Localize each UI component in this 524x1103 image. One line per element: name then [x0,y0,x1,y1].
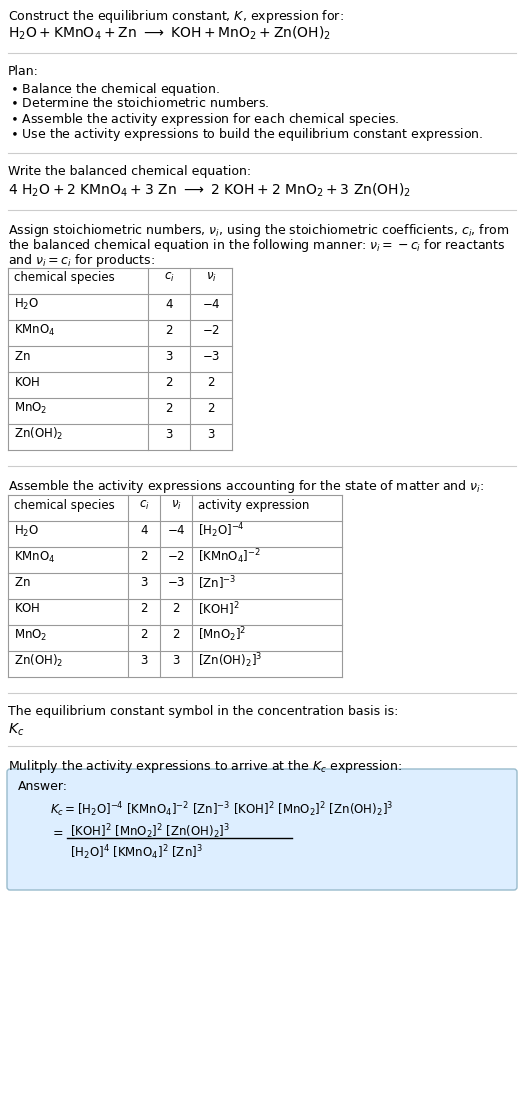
Text: Answer:: Answer: [18,780,68,793]
Text: $\nu_i$: $\nu_i$ [171,499,181,512]
Text: $\mathrm{H_2O}$: $\mathrm{H_2O}$ [14,297,39,311]
Text: Construct the equilibrium constant, $K$, expression for:: Construct the equilibrium constant, $K$,… [8,8,344,25]
Text: $\mathrm{4\ H_2O + 2\ KMnO_4 + 3\ Zn\ \longrightarrow\ 2\ KOH + 2\ MnO_2 + 3\ Zn: $\mathrm{4\ H_2O + 2\ KMnO_4 + 3\ Zn\ \l… [8,182,411,200]
Text: $3$: $3$ [172,654,180,667]
Text: activity expression: activity expression [198,499,309,512]
Text: $[\mathrm{H_2O}]^{-4}$: $[\mathrm{H_2O}]^{-4}$ [198,522,245,540]
Text: Mulitply the activity expressions to arrive at the $K_c$ expression:: Mulitply the activity expressions to arr… [8,758,402,775]
Text: $\bullet$ Assemble the activity expression for each chemical species.: $\bullet$ Assemble the activity expressi… [10,111,399,128]
Text: 3: 3 [165,428,173,440]
Text: 3: 3 [140,654,148,667]
Text: $[\mathrm{KOH}]^{2}\ [\mathrm{MnO_2}]^{2}\ [\mathrm{Zn(OH)_2}]^{3}$: $[\mathrm{KOH}]^{2}\ [\mathrm{MnO_2}]^{2… [70,822,230,840]
Text: $2$: $2$ [207,375,215,388]
Text: $[\mathrm{KOH}]^{2}$: $[\mathrm{KOH}]^{2}$ [198,600,239,618]
Text: 2: 2 [140,629,148,642]
Text: $-3$: $-3$ [202,350,220,363]
Text: $\mathrm{Zn}$: $\mathrm{Zn}$ [14,577,30,589]
Text: $[\mathrm{MnO_2}]^{2}$: $[\mathrm{MnO_2}]^{2}$ [198,625,246,644]
Text: $2$: $2$ [207,401,215,415]
Text: $2$: $2$ [172,629,180,642]
Text: 2: 2 [140,550,148,564]
Text: $-4$: $-4$ [202,298,221,311]
Text: 4: 4 [140,525,148,537]
Text: $\mathrm{H_2O + KMnO_4 + Zn\ \longrightarrow\ KOH + MnO_2 + Zn(OH)_2}$: $\mathrm{H_2O + KMnO_4 + Zn\ \longrighta… [8,25,331,42]
Text: $\mathrm{KOH}$: $\mathrm{KOH}$ [14,375,40,388]
Text: 2: 2 [165,375,173,388]
Text: 2: 2 [140,602,148,615]
Text: 3: 3 [165,350,173,363]
Text: $3$: $3$ [207,428,215,440]
Text: $\mathrm{Zn(OH)_2}$: $\mathrm{Zn(OH)_2}$ [14,653,63,670]
Text: $-3$: $-3$ [167,577,185,589]
Text: $[\mathrm{Zn}]^{-3}$: $[\mathrm{Zn}]^{-3}$ [198,575,236,592]
Text: $\mathrm{Zn}$: $\mathrm{Zn}$ [14,350,30,363]
Text: $\bullet$ Balance the chemical equation.: $\bullet$ Balance the chemical equation. [10,81,220,98]
Text: the balanced chemical equation in the following manner: $\nu_i = -c_i$ for react: the balanced chemical equation in the fo… [8,237,506,254]
Text: $\mathrm{MnO_2}$: $\mathrm{MnO_2}$ [14,400,47,416]
Text: $=$: $=$ [50,825,64,838]
Text: $[\mathrm{H_2O}]^{4}\ [\mathrm{KMnO_4}]^{2}\ [\mathrm{Zn}]^{3}$: $[\mathrm{H_2O}]^{4}\ [\mathrm{KMnO_4}]^… [70,843,203,861]
Text: 4: 4 [165,298,173,311]
Text: 3: 3 [140,577,148,589]
Text: $K_c = [\mathrm{H_2O}]^{-4}\ [\mathrm{KMnO_4}]^{-2}\ [\mathrm{Zn}]^{-3}\ [\mathr: $K_c = [\mathrm{H_2O}]^{-4}\ [\mathrm{KM… [50,800,393,818]
Text: $\mathrm{KOH}$: $\mathrm{KOH}$ [14,602,40,615]
Text: $\mathrm{MnO_2}$: $\mathrm{MnO_2}$ [14,628,47,643]
Text: $-4$: $-4$ [167,525,185,537]
Text: $\bullet$ Use the activity expressions to build the equilibrium constant express: $\bullet$ Use the activity expressions t… [10,126,483,143]
Text: $\mathrm{KMnO_4}$: $\mathrm{KMnO_4}$ [14,322,56,338]
Text: 2: 2 [165,323,173,336]
Text: $\mathrm{KMnO_4}$: $\mathrm{KMnO_4}$ [14,549,56,565]
Text: chemical species: chemical species [14,270,115,283]
Text: $\bullet$ Determine the stoichiometric numbers.: $\bullet$ Determine the stoichiometric n… [10,96,269,110]
Text: Write the balanced chemical equation:: Write the balanced chemical equation: [8,165,251,178]
Text: $c_i$: $c_i$ [163,270,174,283]
Text: $[\mathrm{Zn(OH)_2}]^{3}$: $[\mathrm{Zn(OH)_2}]^{3}$ [198,652,263,671]
FancyBboxPatch shape [7,769,517,890]
Text: Assign stoichiometric numbers, $\nu_i$, using the stoichiometric coefficients, $: Assign stoichiometric numbers, $\nu_i$, … [8,222,509,239]
Text: Plan:: Plan: [8,65,39,78]
Text: 2: 2 [165,401,173,415]
Text: and $\nu_i = c_i$ for products:: and $\nu_i = c_i$ for products: [8,251,155,269]
Text: $c_i$: $c_i$ [139,499,149,512]
Text: $2$: $2$ [172,602,180,615]
Text: $[\mathrm{KMnO_4}]^{-2}$: $[\mathrm{KMnO_4}]^{-2}$ [198,548,261,566]
Text: $K_c$: $K_c$ [8,722,24,738]
Text: $-2$: $-2$ [167,550,185,564]
Text: $\mathrm{Zn(OH)_2}$: $\mathrm{Zn(OH)_2}$ [14,426,63,442]
Text: $-2$: $-2$ [202,323,220,336]
Text: The equilibrium constant symbol in the concentration basis is:: The equilibrium constant symbol in the c… [8,705,398,718]
Text: $\mathrm{H_2O}$: $\mathrm{H_2O}$ [14,524,39,538]
Text: chemical species: chemical species [14,499,115,512]
Text: $\nu_i$: $\nu_i$ [205,270,216,283]
Text: Assemble the activity expressions accounting for the state of matter and $\nu_i$: Assemble the activity expressions accoun… [8,478,484,495]
